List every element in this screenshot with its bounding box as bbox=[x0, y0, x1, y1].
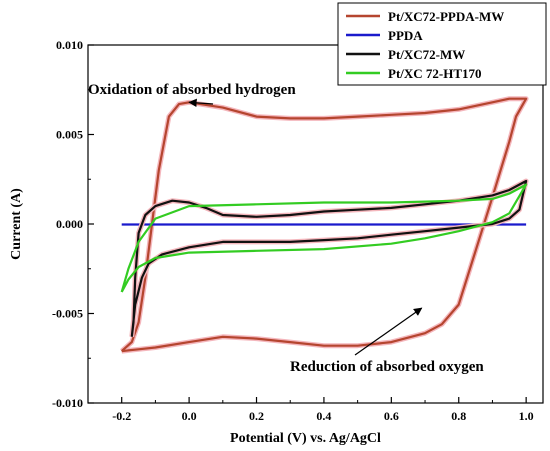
series-0-line bbox=[120, 97, 528, 353]
y-tick-label: -0.010 bbox=[52, 396, 83, 410]
x-tick-label: 0.0 bbox=[182, 409, 197, 423]
series-0 bbox=[120, 96, 529, 354]
series-3 bbox=[120, 183, 528, 293]
x-tick-label: -0.2 bbox=[112, 409, 131, 423]
annotation-arrow bbox=[354, 307, 423, 356]
x-tick-label: 0.8 bbox=[451, 409, 466, 423]
series-2-line bbox=[130, 179, 528, 337]
annotation-layer: Oxidation of absorbed hydrogen Reduction … bbox=[88, 82, 484, 375]
series-2 bbox=[129, 178, 529, 338]
legend-label: Pt/XC72-MW bbox=[388, 47, 465, 62]
x-tick-label: 1.0 bbox=[519, 409, 534, 423]
legend: Pt/XC72-PPDA-MW PPDA Pt/XC72-MW Pt/XC 72-HT… bbox=[337, 2, 547, 86]
annotation-text: Oxidation of absorbed hydrogen bbox=[88, 82, 296, 98]
series-3-line bbox=[120, 183, 528, 293]
legend-label: Pt/XC72-PPDA-MW bbox=[388, 9, 504, 24]
y-tick-label: 0.000 bbox=[56, 217, 83, 231]
y-tick-label: 0.010 bbox=[56, 38, 83, 52]
x-tick-label: 0.4 bbox=[316, 409, 331, 423]
legend-label: PPDA bbox=[388, 28, 423, 43]
axes-layer: -0.2 0.0 0.2 0.4 0.6 0.8 1.0 -0.010 -0.005 0.000 0… bbox=[9, 38, 544, 446]
y-axis-label: Current (A) bbox=[9, 188, 24, 260]
x-tick-label: 0.6 bbox=[384, 409, 399, 423]
legend-label: Pt/XC 72-HT170 bbox=[388, 66, 482, 81]
annotation-arrow bbox=[188, 98, 214, 108]
y-tick-label: 0.005 bbox=[56, 128, 83, 142]
series-2-halo bbox=[129, 178, 529, 338]
y-tick-label: -0.005 bbox=[52, 307, 83, 321]
series-layer bbox=[120, 96, 529, 354]
annotation-text: Reduction of absorbed oxygen bbox=[290, 359, 484, 375]
x-tick-label: 0.2 bbox=[249, 409, 264, 423]
x-axis-label: Potential (V) vs. Ag/AgCl bbox=[230, 431, 381, 446]
